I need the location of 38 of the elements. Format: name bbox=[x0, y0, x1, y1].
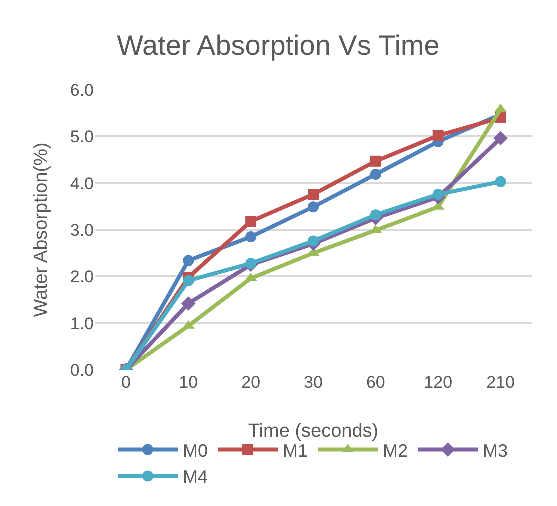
point bbox=[183, 255, 194, 266]
point bbox=[308, 189, 319, 200]
point bbox=[432, 130, 444, 142]
x-axis-title: Time (seconds) bbox=[248, 421, 379, 442]
point bbox=[494, 131, 508, 146]
y-tick-label: 5.0 bbox=[70, 128, 94, 147]
x-tick-label: 20 bbox=[242, 373, 261, 392]
point bbox=[370, 210, 382, 221]
x-tick-label: 10 bbox=[179, 373, 198, 392]
point bbox=[308, 202, 319, 213]
point bbox=[246, 258, 257, 270]
chart-title: Water Absorption Vs Time bbox=[117, 30, 440, 62]
y-tick-label: 3.0 bbox=[70, 220, 94, 240]
y-tick-label: 6.0 bbox=[70, 80, 94, 100]
x-tick-label: 30 bbox=[304, 373, 323, 392]
point bbox=[308, 236, 319, 247]
y-tick-label: 1.0 bbox=[70, 314, 94, 334]
x-tick-label: 0 bbox=[121, 373, 131, 392]
y-tick-label: 4.0 bbox=[70, 174, 94, 194]
x-tick-label: 120 bbox=[424, 373, 453, 392]
x-tick-label: 60 bbox=[366, 373, 386, 392]
point bbox=[246, 232, 257, 242]
point bbox=[181, 296, 196, 311]
legend-label: M0 bbox=[183, 440, 208, 461]
point bbox=[246, 216, 257, 228]
legend-label: M2 bbox=[383, 440, 408, 461]
y-tick-label: 0.0 bbox=[70, 360, 94, 380]
point bbox=[370, 156, 382, 167]
point bbox=[432, 189, 444, 200]
legend-label: M1 bbox=[283, 440, 308, 461]
point bbox=[495, 176, 506, 188]
y-axis-title: Water Absorption(%) bbox=[31, 142, 52, 318]
point bbox=[183, 275, 194, 286]
x-tick-label: 210 bbox=[486, 373, 515, 392]
legend-label: M3 bbox=[483, 440, 508, 461]
y-tick-label: 2.0 bbox=[70, 268, 94, 287]
legend-label: M4 bbox=[183, 467, 208, 488]
point bbox=[370, 168, 382, 180]
